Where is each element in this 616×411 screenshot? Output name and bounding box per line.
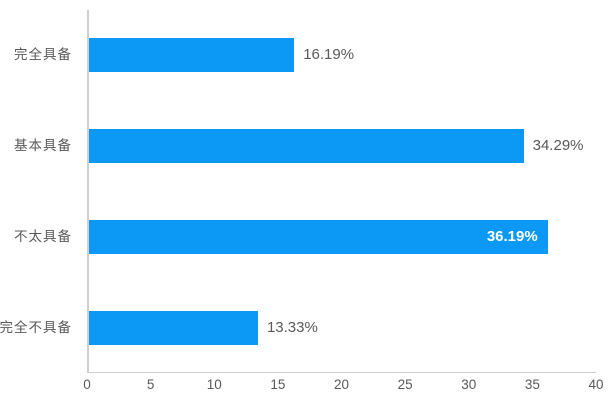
x-tick-label: 10 bbox=[206, 377, 222, 392]
plot-area: 16.19% 34.29% 36.19% 13.33% bbox=[87, 10, 596, 373]
x-tick-label: 40 bbox=[588, 377, 604, 392]
bar-value-label: 13.33% bbox=[266, 319, 318, 336]
category-label: 完全具备 bbox=[14, 47, 72, 62]
bar-value-label: 34.29% bbox=[532, 137, 584, 154]
category-label: 完全不具备 bbox=[0, 320, 72, 335]
bar-value-label: 36.19% bbox=[486, 228, 538, 245]
x-tick-label: 35 bbox=[524, 377, 540, 392]
x-tick-label: 25 bbox=[397, 377, 413, 392]
x-axis-tick-labels: 0 5 10 15 20 25 30 35 40 bbox=[83, 377, 603, 397]
y-axis-category-labels: 完全具备 基本具备 不太具备 完全不具备 bbox=[0, 10, 78, 373]
category-label: 基本具备 bbox=[14, 138, 72, 153]
bar-value-label: 16.19% bbox=[303, 46, 355, 63]
x-tick-label: 20 bbox=[333, 377, 350, 392]
x-tick-label: 30 bbox=[461, 377, 477, 392]
x-tick-label: 0 bbox=[83, 377, 91, 392]
bar-segment: 34.29% bbox=[89, 129, 584, 163]
bar-segment: 13.33% bbox=[89, 311, 318, 345]
x-tick-label: 15 bbox=[270, 377, 286, 392]
bar-segment: 36.19% bbox=[89, 220, 548, 254]
bar-segment: 16.19% bbox=[89, 38, 354, 72]
x-tick-label: 5 bbox=[146, 377, 155, 392]
category-label: 不太具备 bbox=[14, 229, 72, 244]
